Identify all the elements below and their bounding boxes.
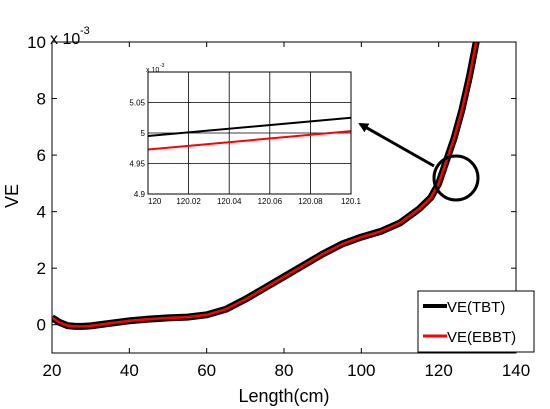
inset-x-ticks: 120 120.02 120.04 120.06 120.08 120.1 [148,197,362,206]
inset-series-line-ebbt [148,130,351,151]
y-axis-title: VE [2,184,22,208]
y-tick-label: 2 [37,259,46,278]
inset-y-tick-label: 4.95 [129,160,145,169]
y-tick-label: 4 [37,203,46,222]
inset-y-exponent-power: -3 [160,63,165,69]
inset-plot-frame [147,71,352,195]
x-tick-label: 60 [197,361,216,380]
inset-x-tick-label: 120.02 [176,197,201,206]
x-tick-label: 80 [275,361,294,380]
x-tick-label: 20 [43,361,62,380]
inset-y-tick-label: 5 [141,129,146,138]
legend-box [417,290,535,353]
inset-y-exponent-label: x 10 [146,67,159,74]
y-tick-label: 10 [27,33,46,52]
series-line-ebbt [52,42,478,328]
y-exponent-power: -3 [80,25,90,37]
main-y-ticks: 0 2 4 6 8 10 [27,33,516,335]
y-exponent-label: x 10 [50,31,80,48]
inset-x-tick-label: 120.1 [341,197,362,206]
annotation-circle [432,154,480,202]
x-tick-label: 40 [120,361,139,380]
legend: VE(TBT) VE(EBBT) [417,290,535,353]
main-x-ticks: 20 40 60 80 100 120 140 [43,42,530,380]
legend-label-tbt: VE(TBT) [447,299,505,316]
inset-y-tick-label: 4.9 [134,190,146,199]
x-tick-label: 100 [347,361,375,380]
inset-series-line-tbt [148,116,351,138]
y-tick-label: 0 [37,316,46,335]
inset-y-tick-label: 5.05 [129,99,145,108]
x-tick-label: 120 [424,361,452,380]
legend-label-ebbt: VE(EBBT) [447,329,516,346]
annotation-arrow [358,122,435,168]
y-tick-label: 6 [37,146,46,165]
x-tick-label: 140 [502,361,530,380]
main-plot-lines [52,42,480,330]
inset-x-tick-label: 120.06 [258,197,283,206]
inset-x-tick-label: 120.08 [298,197,323,206]
y-tick-label: 8 [37,90,46,109]
inset-x-tick-label: 120 [148,197,162,206]
inset-x-tick-label: 120.04 [217,197,242,206]
inset-plot-lines [148,116,351,151]
x-axis-title: Length(cm) [238,386,329,406]
inset-y-ticks: 4.9 4.95 5 5.05 [129,99,145,200]
